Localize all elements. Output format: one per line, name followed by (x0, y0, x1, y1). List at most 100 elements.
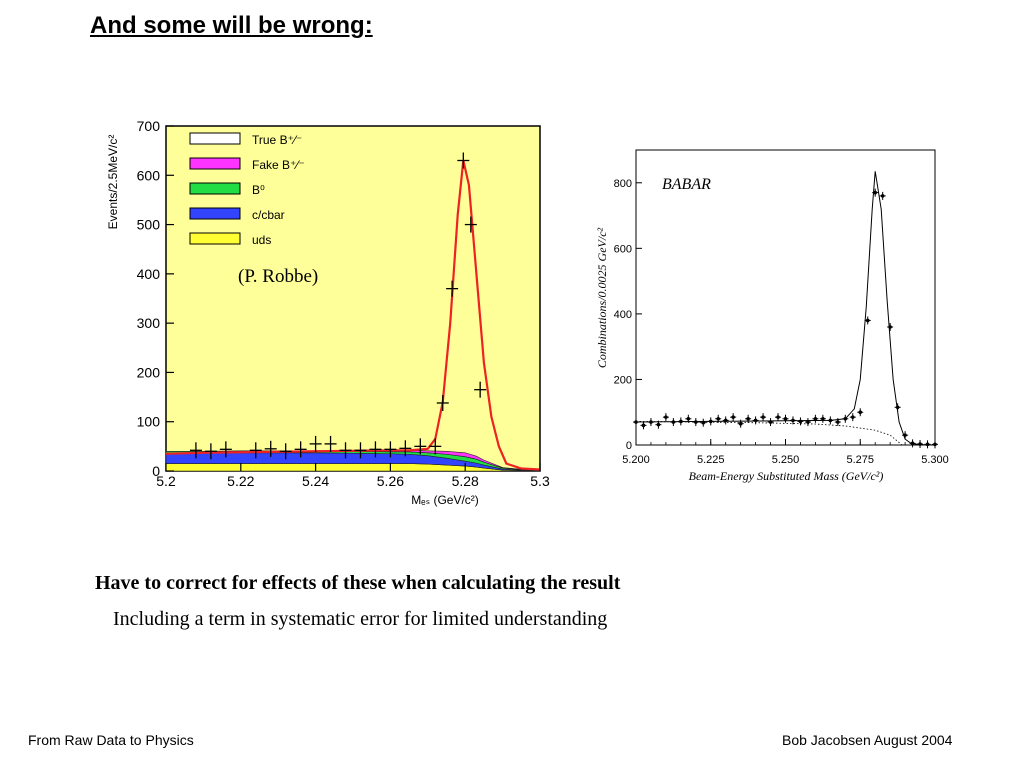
data-point (842, 414, 849, 423)
data-point (655, 420, 662, 429)
data-point (812, 414, 819, 423)
data-point (309, 435, 322, 452)
x-tick-label: 5.300 (921, 454, 949, 466)
data-point (429, 438, 442, 455)
y-tick-label: 600 (137, 167, 161, 183)
legend-swatch (189, 132, 241, 145)
legend-swatch (189, 157, 241, 170)
data-point (902, 431, 909, 440)
data-point (436, 394, 449, 411)
data-point (677, 417, 684, 426)
data-point (384, 441, 397, 458)
x-tick-label: 5.225 (697, 454, 725, 466)
data-point (279, 443, 292, 460)
y-tick-label: 300 (137, 315, 161, 331)
data-point (324, 435, 337, 452)
x-tick-label: 5.28 (452, 473, 479, 489)
data-point (457, 152, 470, 169)
x-tick-label: 5.24 (302, 473, 329, 489)
data-point (264, 440, 277, 457)
y-tick-label: 700 (137, 118, 161, 134)
legend-swatch (189, 232, 241, 245)
x-axis-label: Beam-Energy Substituted Mass (GeV/c²) (689, 469, 884, 483)
data-point (760, 413, 767, 422)
y-tick-label: 800 (614, 178, 632, 190)
legend-swatch (189, 207, 241, 220)
y-tick-label: 400 (614, 309, 632, 321)
y-tick-label: 200 (137, 364, 161, 380)
data-point (887, 323, 894, 331)
slide-title: And some will be wrong: (90, 12, 373, 39)
data-point (804, 418, 811, 427)
x-tick-label: 5.2 (156, 473, 176, 489)
data-point (872, 188, 879, 197)
x-axis-label: Mₑₛ (GeV/c²) (411, 493, 479, 507)
data-point (745, 414, 752, 423)
babar-logo-text: BABAR (662, 176, 711, 193)
data-point (879, 191, 886, 200)
babar-mes-fit-chart: 0 200 400 600 800 5.200 5.225 5.250 5.275 5.300 Be… (590, 140, 960, 490)
data-point (647, 418, 654, 427)
data-point (789, 416, 796, 425)
data-point (894, 403, 901, 412)
data-point (797, 417, 804, 426)
plot-background (166, 126, 540, 471)
data-point (354, 442, 367, 459)
data-point (640, 421, 647, 430)
background-fit-line (635, 421, 903, 446)
data-point (414, 438, 427, 455)
data-point (730, 413, 737, 422)
y-tick-label: 200 (614, 374, 632, 386)
data-point (707, 417, 714, 426)
legend-label: B⁰ (252, 183, 265, 197)
x-tick-label: 5.3 (530, 473, 550, 489)
data-point (909, 439, 916, 448)
legend-label: c/cbar (252, 208, 285, 222)
data-point (204, 443, 217, 460)
data-point (670, 418, 677, 427)
data-point (692, 418, 699, 427)
data-point (819, 414, 826, 423)
data-point (849, 413, 856, 422)
y-tick-label: 100 (137, 414, 161, 430)
y-tick-label: 600 (614, 243, 632, 255)
bullet-main: Have to correct for effects of these whe… (95, 572, 621, 594)
y-tick-label: 400 (137, 266, 161, 282)
data-point (834, 418, 841, 427)
data-point (294, 441, 307, 458)
legend-swatch (189, 182, 241, 195)
footer-right: Bob Jacobsen August 2004 (782, 732, 953, 748)
data-point (782, 414, 789, 423)
legend-label: True B⁺⁄⁻ (252, 133, 302, 147)
x-tick-label: 5.22 (227, 473, 254, 489)
data-point (827, 416, 834, 425)
plot-frame (635, 149, 936, 446)
x-tick-label: 5.250 (772, 454, 800, 466)
data-point (700, 418, 707, 427)
y-tick-label: 0 (152, 463, 160, 479)
y-axis-label: Events/2.5MeV/c² (106, 135, 120, 230)
legend-label: Fake B⁺⁄⁻ (252, 158, 305, 172)
data-point (369, 441, 382, 458)
data-point (752, 416, 759, 425)
x-tick-label: 5.26 (377, 473, 404, 489)
annotation-p-robbe: (P. Robbe) (238, 266, 318, 287)
x-tick-label: 5.200 (622, 454, 650, 466)
data-point (662, 413, 669, 422)
mes-stacked-histogram-chart: 0 100 200 300 400 500 600 700 5.2 5.22 5.24 5.26 5.2… (100, 112, 550, 512)
data-point (767, 418, 774, 427)
data-point (474, 381, 487, 398)
data-point (219, 441, 232, 458)
data-point (399, 440, 412, 457)
data-point (924, 440, 931, 449)
data-point (775, 413, 782, 422)
fit-line (165, 160, 541, 471)
data-point (685, 414, 692, 423)
data-point (857, 408, 864, 417)
data-point (446, 280, 459, 297)
data-point (715, 414, 722, 423)
mes-stacked-histogram-svg: 0 100 200 300 400 500 600 700 5.2 5.22 5.24 5.26 5.2… (106, 118, 550, 507)
y-axis-label: Combinations/0.0025 GeV/c² (595, 227, 609, 368)
y-tick-label: 0 (626, 440, 632, 452)
babar-mes-fit-svg: 0 200 400 600 800 5.200 5.225 5.250 5.275 5.300 Be… (595, 149, 949, 483)
